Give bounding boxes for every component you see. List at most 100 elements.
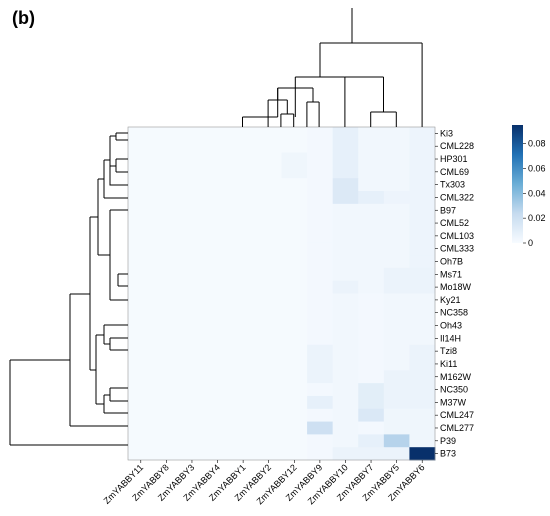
heatmap-cell [307, 370, 334, 384]
panel-label: (b) [12, 8, 35, 28]
heatmap-cell [153, 357, 180, 371]
heatmap-cell [230, 344, 257, 358]
col-dendro-link [370, 111, 397, 127]
row-label: CML69 [440, 167, 469, 177]
heatmap-cell [179, 152, 206, 166]
heatmap-cell [281, 357, 308, 371]
heatmap-cell [358, 370, 385, 384]
heatmap-cell [409, 370, 436, 384]
heatmap-cell [204, 357, 231, 371]
heatmap-cell [128, 421, 154, 435]
heatmap-cell [358, 331, 385, 346]
heatmap-cell [307, 331, 334, 346]
heatmap-cell [281, 229, 308, 243]
heatmap-cell [204, 267, 231, 282]
heatmap-frame [127, 126, 436, 461]
heatmap-cell [383, 280, 410, 294]
heatmap-cell [281, 421, 308, 435]
heatmap-cell [153, 191, 180, 205]
heatmap-cell [358, 203, 385, 218]
heatmap-cell [307, 165, 334, 179]
heatmap-cell [409, 152, 436, 166]
heatmap-cell [332, 421, 359, 435]
heatmap-cell [128, 319, 154, 333]
heatmap-cell [332, 370, 359, 384]
heatmap-cell [358, 139, 385, 154]
heatmap-cell [358, 434, 385, 448]
heatmap-cell [230, 408, 257, 422]
heatmap-cell [230, 152, 257, 166]
heatmap-cell [179, 191, 206, 205]
heatmap-cell [281, 255, 308, 269]
heatmap-cell [153, 408, 180, 422]
heatmap-cell [332, 152, 359, 166]
heatmap-cell [332, 242, 359, 256]
heatmap-cell [281, 127, 308, 141]
colorbar [512, 125, 523, 243]
heatmap-cell [307, 191, 334, 205]
heatmap-cell [179, 127, 206, 141]
heatmap-cell [255, 191, 282, 205]
heatmap-cell [383, 216, 410, 230]
heatmap-cell [358, 216, 385, 230]
heatmap-cell [307, 395, 334, 410]
heatmap-cell [409, 229, 436, 243]
heatmap-cell [179, 434, 206, 448]
column-dendrogram [242, 8, 423, 127]
heatmap-cell [255, 178, 282, 192]
heatmap-cell [307, 408, 334, 422]
heatmap-cell [383, 434, 410, 448]
heatmap-cell [230, 447, 257, 461]
heatmap-cell [281, 152, 308, 166]
heatmap-cell [128, 331, 154, 346]
heatmap-cell [153, 139, 180, 154]
heatmap-cell [409, 267, 436, 282]
col-dendro-link [294, 76, 345, 117]
heatmap-cell [153, 229, 180, 243]
heatmap-cell [255, 434, 282, 448]
heatmap-cell [383, 344, 410, 358]
heatmap-cell [281, 344, 308, 358]
heatmap-cell [179, 319, 206, 333]
colorbar-ticks: 0 0.02 0.04 0.06 0.08 [523, 139, 546, 248]
heatmap-cell [409, 421, 436, 435]
row-label: CML52 [440, 218, 469, 228]
col-dendro-link [306, 101, 320, 127]
heatmap-cell [307, 267, 334, 282]
heatmap-cell [409, 395, 436, 410]
heatmap-cell [128, 203, 154, 218]
heatmap-cell [383, 395, 410, 410]
heatmap-cell [255, 203, 282, 218]
heatmap-cell [255, 447, 282, 461]
heatmap-cell [153, 344, 180, 358]
heatmap-cell [128, 242, 154, 256]
heatmap-cell [332, 434, 359, 448]
heatmap-cell [230, 383, 257, 397]
row-labels: Ki3 CML228 HP301 CML69 Tx303 CML322 B97 CML52 CM… [435, 128, 474, 459]
heatmap-cell [204, 383, 231, 397]
heatmap-cell [204, 127, 231, 141]
row-label: Mo18W [440, 282, 472, 292]
heatmap-cell [383, 139, 410, 154]
heatmap-cell [204, 152, 231, 166]
heatmap-cell [204, 370, 231, 384]
heatmap-cell [409, 306, 436, 320]
heatmap-cell [230, 242, 257, 256]
heatmap-cell [281, 191, 308, 205]
heatmap-cell [230, 203, 257, 218]
heatmap-cell [383, 152, 410, 166]
row-dendro-link [69, 293, 128, 427]
heatmap-cell [255, 319, 282, 333]
heatmap-cell [409, 383, 436, 397]
heatmap-cell [179, 293, 206, 307]
heatmap-cell [153, 255, 180, 269]
heatmap-cell [307, 229, 334, 243]
heatmap-cell [179, 139, 206, 154]
heatmap-cell [409, 434, 436, 448]
heatmap-cell [204, 191, 231, 205]
heatmap-cell [128, 344, 154, 358]
row-dendro-link [117, 273, 128, 287]
heatmap-cell [204, 447, 231, 461]
heatmap-cell [128, 191, 154, 205]
heatmap-cell [230, 395, 257, 410]
